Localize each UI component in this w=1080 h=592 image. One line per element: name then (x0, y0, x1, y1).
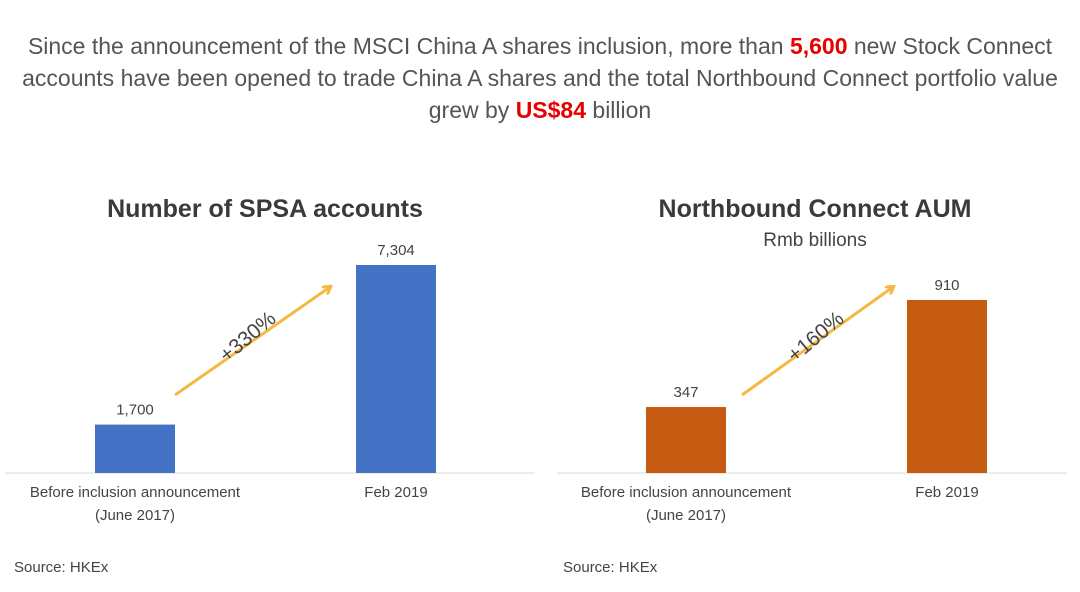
chart-northbound-aum: 347 Before inclusion announcement (June 20… (557, 277, 1067, 524)
data-label-1: 910 (934, 277, 959, 294)
category-label-0: Before inclusion announcement (30, 484, 241, 501)
bar-1 (356, 265, 436, 473)
category-label-0-line2: (June 2017) (95, 507, 175, 524)
source-note-left: Source: HKEx (14, 559, 109, 576)
bar-0 (646, 407, 726, 473)
data-label-1: 7,304 (377, 242, 415, 259)
headline-text-2: new Stock Connect accounts have been ope… (22, 33, 1058, 123)
headline-text-3: billion (586, 97, 652, 123)
growth-arrow (741, 287, 893, 397)
growth-arrow (174, 287, 330, 397)
bar-1 (907, 300, 987, 473)
category-label-0: Before inclusion announcement (581, 484, 792, 501)
data-label-0: 1,700 (116, 402, 154, 419)
headline: Since the announcement of the MSCI China… (20, 30, 1060, 126)
category-label-1: Feb 2019 (364, 484, 427, 501)
category-label-0-line2: (June 2017) (646, 507, 726, 524)
category-label-1: Feb 2019 (915, 484, 978, 501)
bar-0 (95, 424, 175, 473)
chart-title-aum: Northbound Connect AUM (658, 195, 972, 223)
source-note-right: Source: HKEx (563, 559, 658, 576)
headline-highlight-accounts: 5,600 (789, 33, 848, 59)
chart-spsa-accounts: 1,700 Before inclusion announcement (June … (5, 242, 535, 524)
growth-label: +160% (783, 307, 848, 367)
data-label-0: 347 (673, 384, 698, 401)
headline-text-1: Since the announcement of the MSCI China… (27, 33, 790, 59)
chart-subtitle-aum: Rmb billions (763, 230, 867, 251)
growth-label: +330% (215, 307, 280, 367)
chart-title-spsa: Number of SPSA accounts (107, 195, 423, 223)
headline-highlight-value: US$84 (515, 97, 587, 123)
